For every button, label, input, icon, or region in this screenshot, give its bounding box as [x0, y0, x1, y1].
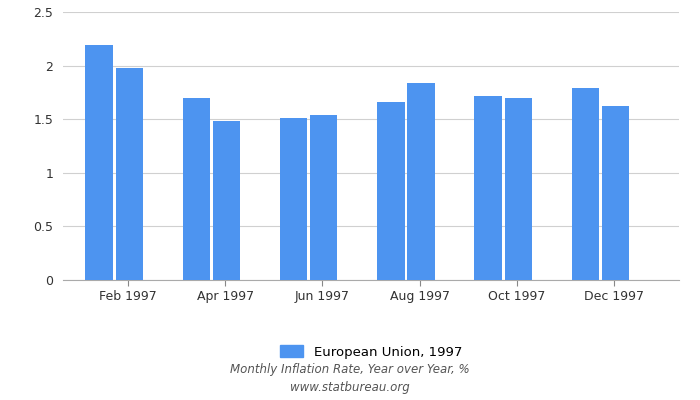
Bar — [475, 96, 502, 280]
Bar — [213, 121, 240, 280]
Text: www.statbureau.org: www.statbureau.org — [290, 382, 410, 394]
Bar — [377, 102, 405, 280]
Bar — [183, 98, 210, 280]
Bar — [602, 106, 629, 280]
Bar — [116, 68, 143, 280]
Bar — [505, 98, 532, 280]
Bar — [85, 45, 113, 280]
Bar — [310, 115, 337, 280]
Bar — [572, 88, 599, 280]
Bar — [280, 118, 307, 280]
Bar — [407, 83, 435, 280]
Text: Monthly Inflation Rate, Year over Year, %: Monthly Inflation Rate, Year over Year, … — [230, 364, 470, 376]
Legend: European Union, 1997: European Union, 1997 — [274, 340, 468, 364]
